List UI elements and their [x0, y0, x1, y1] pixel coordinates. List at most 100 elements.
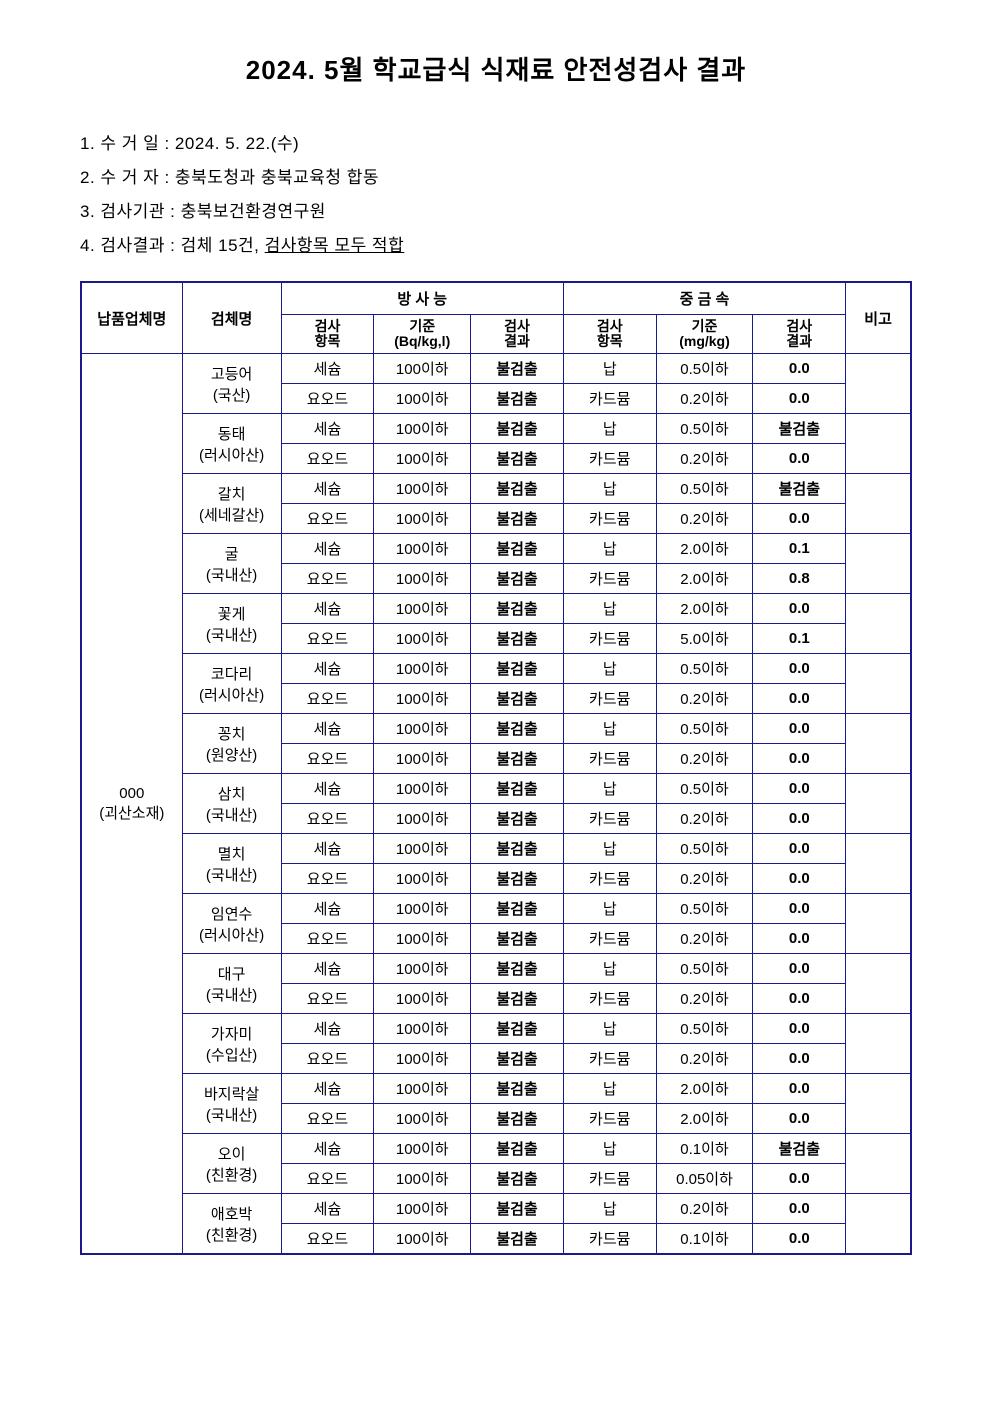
cell-rad-item: 세슘: [281, 654, 374, 684]
cell-rad-res: 불검출: [471, 474, 564, 504]
cell-metal-std: 0.5이하: [656, 654, 753, 684]
cell-metal-res: 0.0: [753, 684, 846, 714]
cell-metal-std: 0.2이하: [656, 504, 753, 534]
cell-rad-res: 불검출: [471, 864, 564, 894]
cell-metal-std: 2.0이하: [656, 594, 753, 624]
th-sample: 검체명: [182, 282, 281, 354]
cell-rad-item: 요오드: [281, 444, 374, 474]
cell-metal-item: 카드뮴: [563, 384, 656, 414]
cell-remark: [846, 594, 911, 654]
cell-metal-std: 0.5이하: [656, 894, 753, 924]
th-rad-item: 검사항목: [281, 314, 374, 354]
cell-metal-std: 0.2이하: [656, 744, 753, 774]
cell-metal-item: 카드뮴: [563, 924, 656, 954]
cell-rad-std: 100이하: [374, 1134, 471, 1164]
cell-rad-std: 100이하: [374, 384, 471, 414]
cell-metal-res: 0.8: [753, 564, 846, 594]
cell-metal-std: 0.5이하: [656, 474, 753, 504]
cell-metal-item: 납: [563, 1134, 656, 1164]
cell-rad-res: 불검출: [471, 744, 564, 774]
meta-agency: 3. 검사기관 : 충북보건환경연구원: [80, 195, 912, 229]
cell-rad-std: 100이하: [374, 474, 471, 504]
cell-rad-res: 불검출: [471, 564, 564, 594]
cell-metal-std: 0.5이하: [656, 1014, 753, 1044]
cell-sample: 대구(국내산): [182, 954, 281, 1014]
th-metal-res: 검사결과: [753, 314, 846, 354]
cell-metal-item: 카드뮴: [563, 684, 656, 714]
cell-metal-std: 0.5이하: [656, 414, 753, 444]
cell-metal-std: 0.2이하: [656, 804, 753, 834]
cell-metal-std: 0.1이하: [656, 1224, 753, 1255]
cell-sample: 동태(러시아산): [182, 414, 281, 474]
cell-rad-item: 세슘: [281, 1074, 374, 1104]
cell-metal-item: 납: [563, 354, 656, 384]
cell-remark: [846, 1134, 911, 1194]
cell-rad-item: 요오드: [281, 984, 374, 1014]
cell-rad-std: 100이하: [374, 594, 471, 624]
cell-remark: [846, 654, 911, 714]
cell-rad-item: 세슘: [281, 1014, 374, 1044]
cell-metal-res: 불검출: [753, 474, 846, 504]
cell-metal-res: 0.0: [753, 1224, 846, 1255]
cell-supplier: 000(괴산소재): [81, 354, 182, 1255]
cell-rad-std: 100이하: [374, 714, 471, 744]
cell-remark: [846, 1074, 911, 1134]
th-metal-item: 검사항목: [563, 314, 656, 354]
cell-sample: 바지락살(국내산): [182, 1074, 281, 1134]
th-metal: 중 금 속: [563, 282, 845, 314]
cell-rad-res: 불검출: [471, 594, 564, 624]
cell-metal-item: 카드뮴: [563, 744, 656, 774]
cell-metal-res: 0.1: [753, 534, 846, 564]
page-title: 2024. 5월 학교급식 식재료 안전성검사 결과: [80, 50, 912, 87]
cell-metal-std: 0.2이하: [656, 924, 753, 954]
cell-rad-res: 불검출: [471, 1134, 564, 1164]
cell-metal-item: 납: [563, 474, 656, 504]
cell-metal-std: 0.5이하: [656, 834, 753, 864]
cell-metal-res: 불검출: [753, 1134, 846, 1164]
cell-rad-std: 100이하: [374, 1014, 471, 1044]
cell-metal-std: 0.5이하: [656, 714, 753, 744]
cell-metal-std: 0.1이하: [656, 1134, 753, 1164]
cell-rad-res: 불검출: [471, 1194, 564, 1224]
cell-rad-res: 불검출: [471, 1104, 564, 1134]
cell-metal-item: 카드뮴: [563, 1224, 656, 1255]
cell-rad-item: 세슘: [281, 1194, 374, 1224]
meta-collector: 2. 수 거 자 : 충북도청과 충북교육청 합동: [80, 161, 912, 195]
cell-remark: [846, 474, 911, 534]
cell-rad-std: 100이하: [374, 1224, 471, 1255]
cell-rad-item: 요오드: [281, 864, 374, 894]
cell-remark: [846, 894, 911, 954]
cell-metal-res: 0.0: [753, 384, 846, 414]
cell-rad-std: 100이하: [374, 1044, 471, 1074]
cell-metal-item: 납: [563, 894, 656, 924]
cell-sample: 삼치(국내산): [182, 774, 281, 834]
cell-metal-std: 2.0이하: [656, 1074, 753, 1104]
cell-rad-res: 불검출: [471, 1074, 564, 1104]
meta-result-underlined: 검사항목 모두 적합: [265, 236, 405, 255]
cell-rad-std: 100이하: [374, 684, 471, 714]
cell-metal-res: 0.0: [753, 654, 846, 684]
cell-metal-item: 납: [563, 954, 656, 984]
cell-metal-res: 0.0: [753, 1014, 846, 1044]
cell-rad-item: 세슘: [281, 414, 374, 444]
cell-metal-res: 0.0: [753, 804, 846, 834]
cell-rad-item: 요오드: [281, 504, 374, 534]
cell-rad-std: 100이하: [374, 744, 471, 774]
cell-metal-res: 0.0: [753, 984, 846, 1014]
cell-metal-item: 납: [563, 1194, 656, 1224]
cell-metal-item: 카드뮴: [563, 1164, 656, 1194]
meta-result: 4. 검사결과 : 검체 15건, 검사항목 모두 적합: [80, 229, 912, 263]
cell-metal-res: 0.0: [753, 864, 846, 894]
cell-rad-res: 불검출: [471, 954, 564, 984]
cell-rad-std: 100이하: [374, 444, 471, 474]
cell-rad-item: 요오드: [281, 564, 374, 594]
th-rad-std: 기준(Bq/kg,l): [374, 314, 471, 354]
cell-metal-std: 0.5이하: [656, 954, 753, 984]
cell-rad-item: 세슘: [281, 834, 374, 864]
cell-metal-std: 2.0이하: [656, 534, 753, 564]
cell-rad-item: 요오드: [281, 1104, 374, 1134]
cell-rad-std: 100이하: [374, 804, 471, 834]
cell-sample: 임연수(러시아산): [182, 894, 281, 954]
cell-rad-item: 요오드: [281, 744, 374, 774]
cell-rad-res: 불검출: [471, 774, 564, 804]
